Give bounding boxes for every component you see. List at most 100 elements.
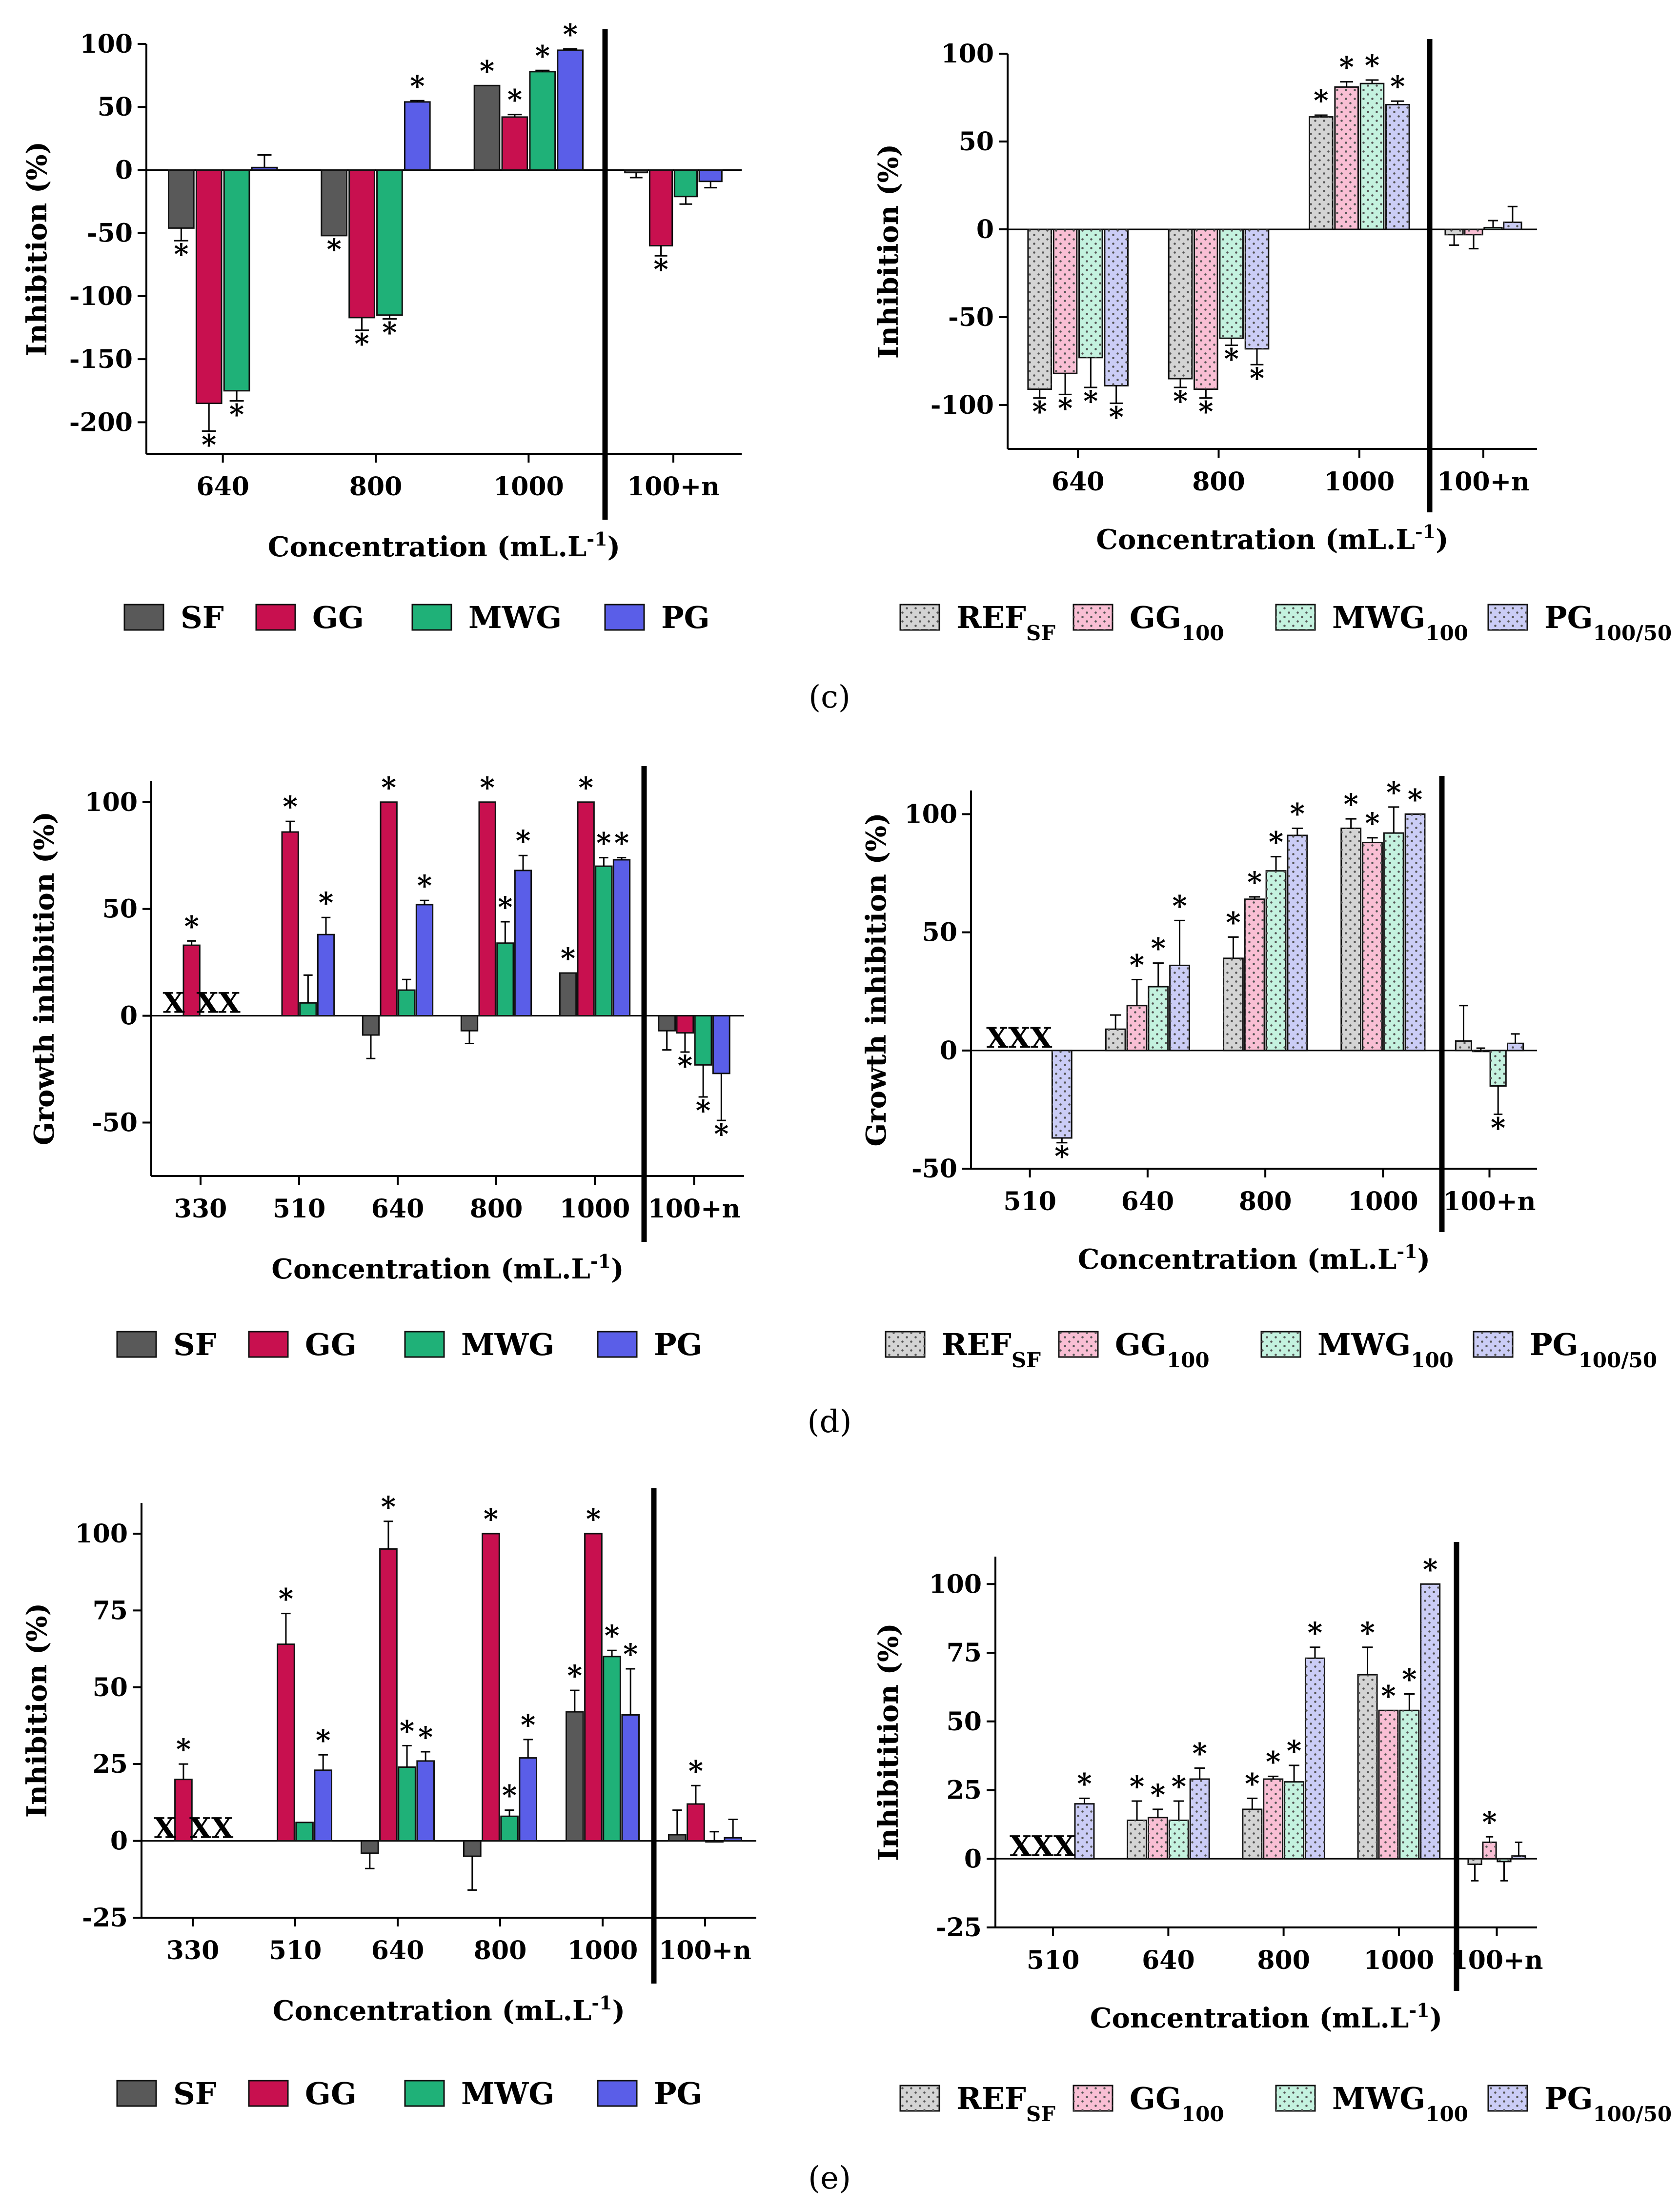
x-tick-label: 640 bbox=[371, 1936, 425, 1966]
bar-MWG-640 bbox=[398, 1766, 416, 1842]
x-axis-title-end: ) bbox=[1430, 2002, 1443, 2034]
significance-star: * bbox=[410, 69, 425, 102]
legend-label-SF: SF bbox=[173, 2076, 217, 2111]
bar-MWG-510 bbox=[295, 1822, 314, 1842]
panel-label-e: (e) bbox=[808, 2160, 851, 2196]
significance-star: * bbox=[614, 827, 629, 860]
legend-swatch-pattern bbox=[1059, 1332, 1098, 1357]
significance-star: * bbox=[1151, 1778, 1165, 1811]
x-axis-title: Concentration (mL.L-1) bbox=[1090, 1999, 1442, 2035]
bar-PG-510 bbox=[317, 933, 335, 1017]
y-tick-label: 50 bbox=[947, 1707, 982, 1737]
legend-label-MWG: MWG bbox=[461, 2076, 554, 2111]
significance-star: * bbox=[507, 83, 522, 117]
legend-label-PG100: PG100/50 bbox=[1544, 600, 1672, 645]
bar-MWG-1000 bbox=[603, 1656, 621, 1842]
legend-swatch-GG bbox=[255, 604, 296, 631]
y-tick-label: -50 bbox=[92, 1108, 138, 1138]
significance-star: * bbox=[1198, 395, 1213, 428]
significance-star: * bbox=[1381, 1679, 1396, 1712]
bar-pattern bbox=[1148, 987, 1168, 1051]
bar-GG-640 bbox=[195, 169, 223, 405]
legend-swatch-MWG bbox=[411, 604, 452, 631]
significance-star: * bbox=[327, 233, 342, 266]
bar-MWG-100+n bbox=[694, 1015, 712, 1066]
significance-star: * bbox=[1386, 776, 1401, 809]
legend-swatch-SF bbox=[116, 2080, 157, 2107]
bar-MWG-100+n bbox=[673, 169, 698, 198]
bar-GG-100+n bbox=[676, 1015, 694, 1034]
bar-MWG-800 bbox=[376, 169, 403, 316]
significance-star: * bbox=[1172, 1770, 1186, 1803]
missing-marker: XX bbox=[189, 1812, 233, 1845]
significance-star: * bbox=[605, 1619, 619, 1652]
legend-swatch-pattern bbox=[1488, 605, 1527, 630]
x-tick-label: 800 bbox=[470, 1194, 523, 1224]
significance-star: * bbox=[1172, 889, 1187, 922]
bar-pattern bbox=[1194, 229, 1218, 389]
x-axis-title-sup: -1 bbox=[1415, 521, 1436, 543]
legend-right-2: REFSF GG100 MWG100 PG100/50 bbox=[899, 2081, 1672, 2126]
significance-star: * bbox=[1408, 783, 1422, 816]
bar-GG-800 bbox=[348, 169, 375, 319]
x-tick-label: 640 bbox=[1142, 1946, 1195, 1975]
legend-label-sub: 100/50 bbox=[1579, 1348, 1657, 1372]
x-tick-label: 800 bbox=[1257, 1946, 1310, 1975]
y-tick-label: 50 bbox=[102, 894, 138, 924]
bar-PG-1000 bbox=[557, 49, 584, 171]
bar-pattern bbox=[1074, 1804, 1094, 1859]
bar-pattern bbox=[1358, 1675, 1377, 1859]
y-tick-label: 100 bbox=[929, 1569, 982, 1599]
legend-label-sub: 100 bbox=[1181, 621, 1224, 645]
legend-label-sub: SF bbox=[1026, 2102, 1055, 2126]
bar-GG-100+n bbox=[648, 169, 673, 247]
y-tick-label: -100 bbox=[69, 282, 133, 311]
legend-label-GG100: GG100 bbox=[1130, 600, 1224, 645]
bar-pattern bbox=[1384, 833, 1404, 1051]
y-axis-title: Inhibitition (%) bbox=[872, 1623, 905, 1861]
bar-SF-100+n bbox=[658, 1015, 676, 1032]
significance-star: * bbox=[516, 824, 530, 857]
bar-PG-1000 bbox=[612, 859, 631, 1017]
significance-star: * bbox=[1083, 385, 1098, 418]
y-axis-title: Growth inhibition (%) bbox=[28, 811, 61, 1145]
bar-PG-640 bbox=[251, 166, 278, 171]
y-tick-label: 100 bbox=[80, 29, 133, 59]
x-axis-title-sup: -1 bbox=[1409, 1999, 1429, 2021]
legend-label-sub: 100 bbox=[1167, 1348, 1210, 1372]
significance-star: * bbox=[1360, 1616, 1375, 1649]
legend-swatch-pattern bbox=[1488, 2086, 1527, 2111]
x-axis-title-end: ) bbox=[612, 1995, 626, 2027]
bar-pattern bbox=[1106, 1029, 1126, 1051]
y-tick-label: 50 bbox=[98, 92, 133, 122]
legend-swatch-GG bbox=[248, 2080, 289, 2107]
significance-star: * bbox=[502, 1779, 517, 1812]
significance-star: * bbox=[567, 1659, 582, 1692]
legend-swatch-PG bbox=[597, 2080, 638, 2107]
significance-star: * bbox=[1032, 395, 1047, 428]
significance-star: * bbox=[1058, 391, 1073, 425]
x-axis-title: Concentration (mL.L-1) bbox=[273, 1992, 625, 2027]
legend-label-GG: GG bbox=[312, 600, 364, 635]
y-tick-label: 100 bbox=[904, 799, 957, 829]
bar-GG-510 bbox=[281, 831, 299, 1017]
bar-SF-640 bbox=[361, 1840, 379, 1854]
legend-swatch-pattern bbox=[886, 1332, 925, 1357]
legend-label-REF_SF: REFSF bbox=[956, 2081, 1055, 2126]
x-tick-label: 800 bbox=[1192, 467, 1245, 497]
y-tick-label: 100 bbox=[84, 788, 138, 817]
bar-pattern bbox=[1362, 842, 1382, 1051]
panel-label-d: (d) bbox=[808, 1404, 852, 1440]
legend-label-MWG: MWG bbox=[461, 1327, 554, 1362]
bar-pattern bbox=[1309, 117, 1333, 229]
bar-PG-100+n bbox=[698, 169, 723, 182]
legend-swatch-SF bbox=[123, 604, 164, 631]
legend-label-REF_SF: REFSF bbox=[956, 600, 1055, 645]
bar-pattern bbox=[1497, 1859, 1511, 1862]
legend-left-0: SF GG MWG PG bbox=[123, 600, 710, 635]
legend-label-PG: PG bbox=[661, 600, 710, 635]
significance-star: * bbox=[381, 771, 396, 804]
bar-pattern bbox=[1335, 87, 1358, 229]
